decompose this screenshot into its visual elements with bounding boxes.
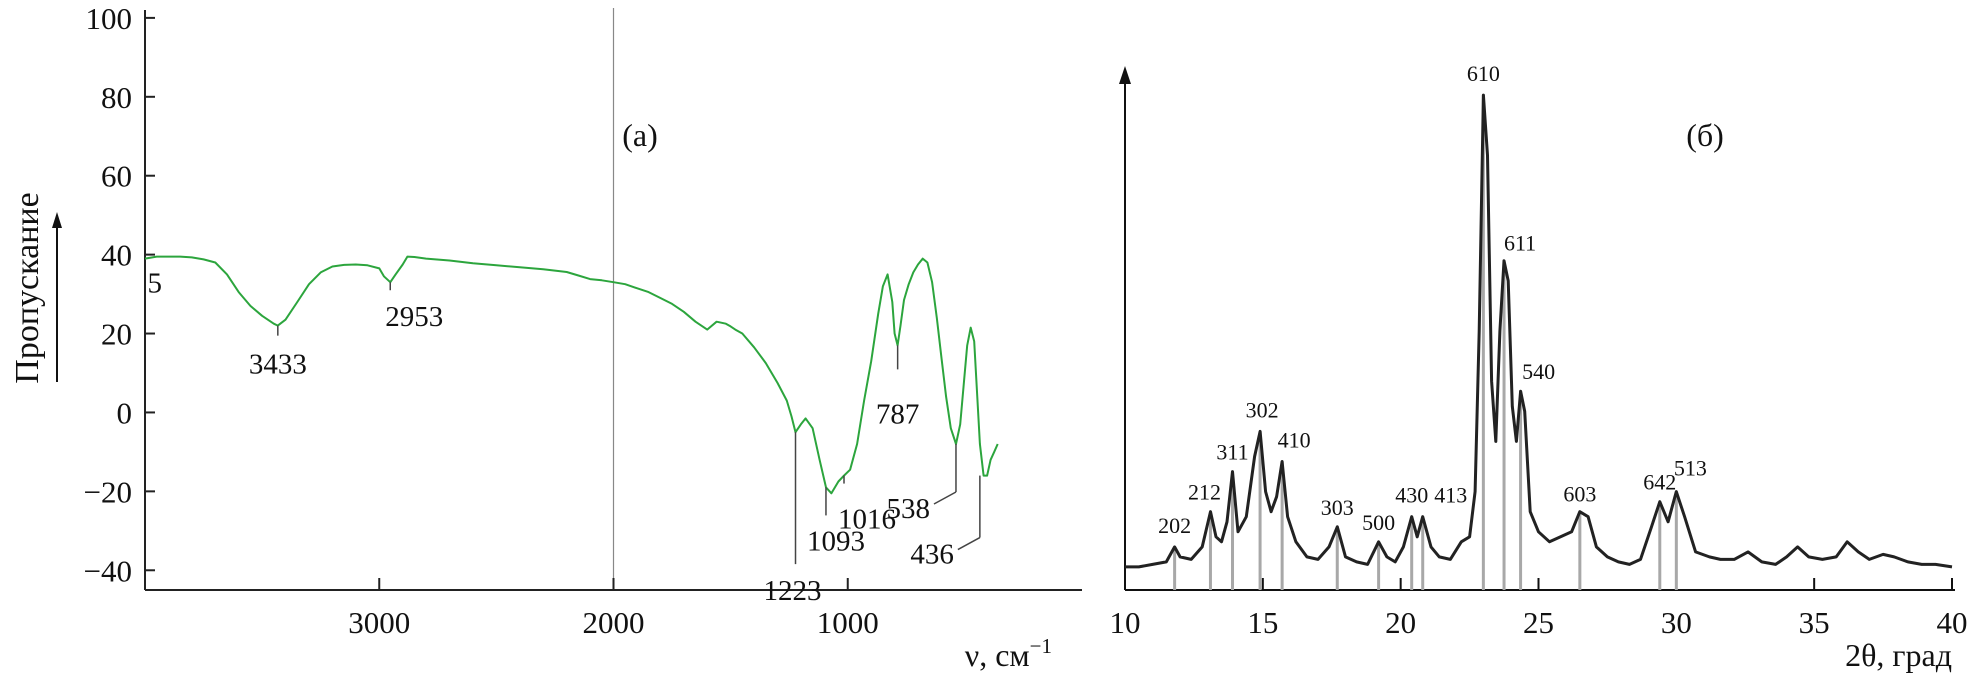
peak-label: 3433 bbox=[249, 349, 307, 381]
y-tick-label: −20 bbox=[84, 474, 132, 509]
peak-leader-line bbox=[957, 536, 981, 551]
x-tick-label: 40 bbox=[1937, 605, 1968, 640]
arrow-up-icon bbox=[52, 212, 62, 228]
y-tick-label: 60 bbox=[101, 159, 132, 194]
x-tick-label: 10 bbox=[1110, 605, 1141, 640]
reflection-label: 202 bbox=[1158, 513, 1191, 538]
x-tick-label: 35 bbox=[1799, 605, 1830, 640]
peak-leader-line bbox=[933, 491, 957, 505]
reflection-label: 311 bbox=[1216, 440, 1248, 465]
reflection-label: 303 bbox=[1321, 495, 1354, 520]
y-tick-label: −40 bbox=[84, 553, 132, 588]
x-tick-label: 3000 bbox=[348, 605, 410, 640]
peak-label: 5 bbox=[148, 268, 163, 300]
reflection-label: 302 bbox=[1246, 397, 1279, 422]
x-tick-label: 1000 bbox=[817, 605, 879, 640]
y-tick-label: 80 bbox=[101, 80, 132, 115]
reflection-label: 413 bbox=[1434, 483, 1467, 508]
xrd-intensity-line bbox=[1125, 93, 1953, 569]
arrow-up-icon bbox=[1119, 66, 1131, 84]
x-tick-label: 25 bbox=[1523, 605, 1554, 640]
y-tick-label: 40 bbox=[101, 238, 132, 273]
y-tick-label: 20 bbox=[101, 317, 132, 352]
y-axis-label: Пропускание bbox=[9, 192, 46, 383]
x-axis-label-a: ν, см−1 bbox=[965, 634, 1052, 673]
y-ticks-a: −40 −20 0 20 40 60 80 100 bbox=[84, 1, 155, 588]
panel-label-b: (б) bbox=[1686, 117, 1724, 153]
y-axis-label-group: Пропускание bbox=[9, 192, 62, 384]
reflection-label: 410 bbox=[1278, 428, 1311, 453]
peak-label: 2953 bbox=[385, 301, 443, 333]
reflection-bars bbox=[1173, 95, 1678, 590]
y-tick-label: 0 bbox=[117, 395, 133, 430]
peak-label: 1223 bbox=[764, 575, 822, 607]
y-tick-label: 100 bbox=[86, 1, 133, 36]
x-tick-label: 15 bbox=[1247, 605, 1278, 640]
x-tick-label: 2000 bbox=[583, 605, 645, 640]
reflection-label: 500 bbox=[1362, 510, 1395, 535]
reflection-label: 212 bbox=[1188, 480, 1221, 505]
x-tick-label: 30 bbox=[1661, 605, 1692, 640]
x-axis-label-b: 2θ, град bbox=[1845, 637, 1952, 673]
peak-label: 436 bbox=[910, 539, 954, 571]
ir-spectrum-panel: −40 −20 0 20 40 60 80 100 3000 2000 1000 5 3433 295… bbox=[9, 1, 1082, 673]
peak-label: 1093 bbox=[807, 525, 865, 557]
x-ticks-a: 3000 2000 1000 bbox=[348, 578, 879, 640]
x-tick-label: 20 bbox=[1385, 605, 1416, 640]
reflection-label: 540 bbox=[1522, 359, 1555, 384]
reflection-label: 610 bbox=[1467, 61, 1500, 86]
x-ticks-b: 10 15 20 25 30 35 40 bbox=[1110, 578, 1968, 640]
reflection-label: 611 bbox=[1504, 231, 1536, 256]
peak-label: 787 bbox=[876, 398, 920, 430]
ir-transmission-line bbox=[144, 255, 999, 495]
reflection-label: 642 bbox=[1643, 470, 1676, 495]
peak-label: 538 bbox=[886, 493, 930, 525]
peak-label: 1016 bbox=[838, 504, 896, 536]
reflection-label: 603 bbox=[1563, 482, 1596, 507]
panel-label-a: (а) bbox=[622, 117, 658, 153]
reflection-label: 430 bbox=[1395, 483, 1428, 508]
reflection-label: 513 bbox=[1674, 456, 1707, 481]
